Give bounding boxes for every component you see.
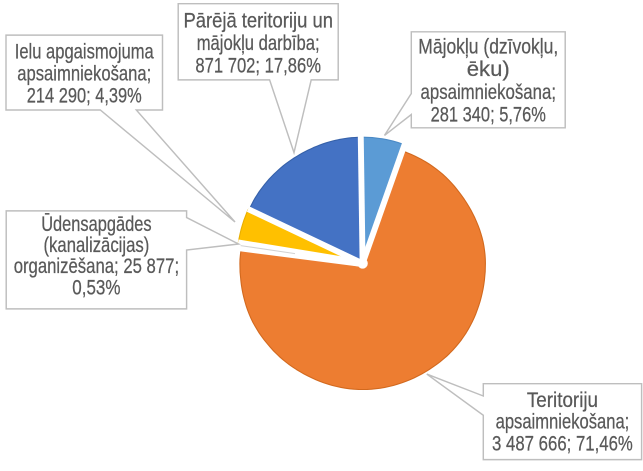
svg-text:Teritoriju: Teritoriju (527, 389, 598, 412)
svg-text:ēku): ēku) (467, 58, 510, 81)
svg-text:(kanalizācijas): (kanalizācijas) (44, 234, 150, 257)
svg-text:Ielu apgaismojuma: Ielu apgaismojuma (15, 40, 154, 63)
svg-text:3 487 666; 71,46%: 3 487 666; 71,46% (492, 432, 633, 455)
svg-text:Mājokļu (dzīvokļu,: Mājokļu (dzīvokļu, (418, 35, 558, 58)
svg-text:871 702; 17,86%: 871 702; 17,86% (195, 54, 321, 77)
svg-text:apsaimniekošana;: apsaimniekošana; (421, 81, 557, 104)
svg-text:mājokļu darbība;: mājokļu darbība; (197, 32, 320, 55)
svg-text:Ūdensapgādes: Ūdensapgādes (41, 213, 151, 236)
svg-text:apsaimniekošana;: apsaimniekošana; (17, 62, 151, 85)
svg-text:Pārējā teritoriju un: Pārējā teritoriju un (183, 9, 333, 32)
svg-text:281 340; 5,76%: 281 340; 5,76% (431, 104, 546, 127)
svg-text:0,53%: 0,53% (72, 276, 120, 299)
svg-text:apsaimniekošana;: apsaimniekošana; (496, 411, 630, 434)
svg-text:214 290; 4,39%: 214 290; 4,39% (27, 85, 142, 108)
svg-text:organizēšana; 25 877;: organizēšana; 25 877; (14, 255, 179, 278)
